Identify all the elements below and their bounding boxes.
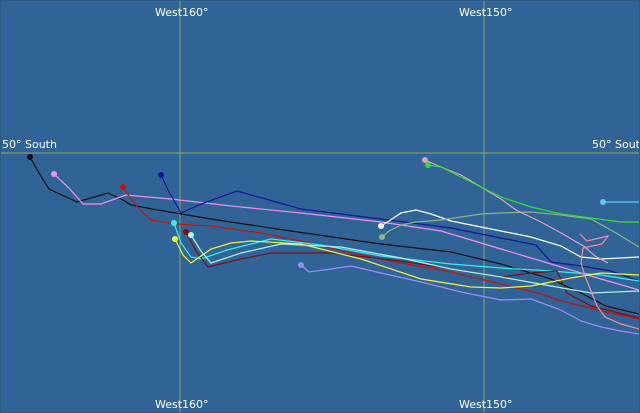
track-start-marker[interactable] <box>172 236 178 242</box>
track-mint[interactable] <box>190 234 639 294</box>
track-yellow[interactable] <box>174 238 639 289</box>
track-salmon[interactable] <box>579 233 639 330</box>
track-start-marker[interactable] <box>600 199 606 205</box>
track-start-marker[interactable] <box>425 162 431 168</box>
track-start-marker[interactable] <box>158 172 164 178</box>
longitude-label-160w-bottom: West160° <box>155 398 209 411</box>
track-black[interactable] <box>29 156 639 315</box>
track-sage[interactable] <box>381 211 639 248</box>
longitude-label-160w-top: West160° <box>155 6 209 19</box>
longitude-label-150w-bottom: West150° <box>459 398 513 411</box>
track-start-marker[interactable] <box>51 171 57 177</box>
track-darkred[interactable] <box>185 231 639 319</box>
latitude-label-50s-right: 50° South <box>592 138 640 151</box>
track-start-marker[interactable] <box>171 220 177 226</box>
track-start-marker[interactable] <box>379 234 385 240</box>
track-green[interactable] <box>427 164 639 223</box>
track-start-marker[interactable] <box>422 157 428 163</box>
track-start-marker[interactable] <box>120 184 126 190</box>
track-start-marker[interactable] <box>378 223 384 229</box>
latitude-label-50s-left: 50° South <box>2 138 57 151</box>
track-violet[interactable] <box>53 173 639 291</box>
track-start-marker[interactable] <box>183 229 189 235</box>
track-pink[interactable] <box>424 159 609 264</box>
track-white[interactable] <box>380 209 639 260</box>
track-red[interactable] <box>122 186 639 320</box>
track-start-marker[interactable] <box>188 232 194 238</box>
track-navy[interactable] <box>160 174 639 282</box>
track-start-marker[interactable] <box>298 262 304 268</box>
track-start-marker[interactable] <box>27 154 33 160</box>
longitude-label-150w-top: West150° <box>459 6 513 19</box>
track-lavender[interactable] <box>300 264 639 335</box>
